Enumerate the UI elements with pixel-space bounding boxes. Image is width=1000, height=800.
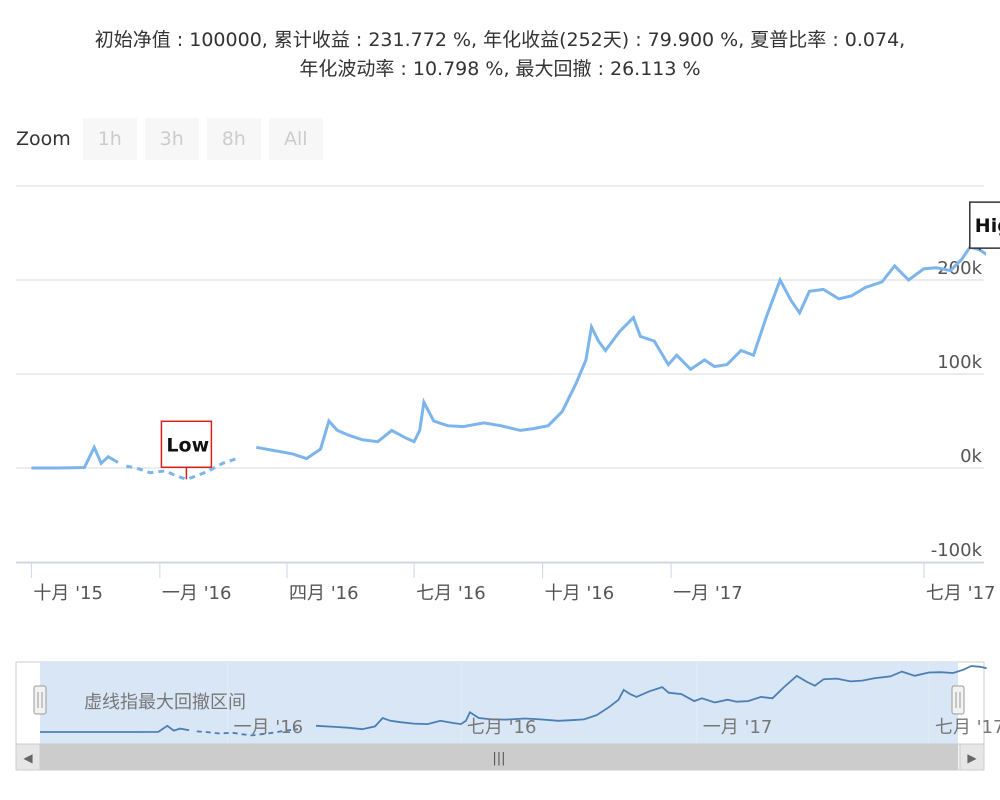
- scrollbar-thumb[interactable]: [40, 744, 958, 770]
- low-flag[interactable]: Low: [160, 420, 213, 480]
- x-tick-label: 一月 '17: [673, 583, 743, 604]
- right-arrow-icon: ▶: [967, 751, 977, 765]
- y-tick-label: 200k: [937, 258, 982, 279]
- navigator-right-handle[interactable]: [951, 685, 965, 715]
- y-tick-label: -100k: [931, 540, 983, 561]
- scrollbar-left-button[interactable]: [15, 743, 41, 771]
- series-line: [31, 443, 119, 470]
- navigator-tick-label: 七月 '17: [935, 717, 1000, 738]
- subtitle-line-1: 初始净值 : 100000, 累计收益 : 231.772 %, 年化收益(25…: [94, 29, 906, 51]
- navigator-tick-label: 一月 '17: [703, 717, 773, 738]
- navigator-tick-label: 一月 '16: [234, 717, 304, 738]
- scrollbar-grip-icon: |||: [492, 751, 505, 766]
- navigator[interactable]: 一月 '16 七月 '16 一月 '17 七月 '17 虚线指最大回撤区间: [15, 661, 1000, 745]
- scrollbar[interactable]: ◀ ▶ |||: [15, 743, 985, 771]
- navigator-ticks: 一月 '16 七月 '16 一月 '17 七月 '17: [234, 717, 1000, 738]
- flags-layer: Low High: [160, 201, 1000, 480]
- scrollbar-right-button[interactable]: [959, 743, 985, 771]
- series-layer: [31, 245, 986, 481]
- x-tick-label: 七月 '16: [416, 583, 486, 604]
- navigator-tick-label: 七月 '16: [467, 717, 537, 738]
- navigator-grid: [227, 662, 930, 744]
- navigator-series: [40, 665, 987, 737]
- y-tick-label: 100k: [937, 352, 982, 373]
- x-tick-label: 十月 '16: [545, 583, 615, 604]
- x-tick-label: 四月 '16: [289, 583, 359, 604]
- x-tick-label: 七月 '17: [926, 583, 996, 604]
- zoom-selector: Zoom 1h 3h 8h All: [16, 118, 323, 160]
- x-axis: 十月 '15 一月 '16 四月 '16 七月 '16 十月 '16 一月 '17 七月 '…: [16, 562, 996, 604]
- x-tick-label: 十月 '15: [33, 583, 103, 604]
- navigator-drawdown-line: [196, 728, 299, 737]
- x-tick-label: 一月 '16: [162, 583, 232, 604]
- y-axis: -100k 0k 100k 200k: [931, 258, 983, 561]
- navigator-line: [40, 724, 190, 733]
- navigator-selection[interactable]: [40, 662, 958, 744]
- navigator-line: [315, 665, 987, 731]
- high-flag[interactable]: High: [969, 201, 1000, 251]
- subtitle-line-2: 年化波动率 : 10.798 %, 最大回撤 : 26.113 %: [299, 58, 701, 80]
- flag-label: Low: [166, 434, 209, 456]
- series-line: [256, 245, 986, 461]
- flag-label: High: [975, 215, 1000, 237]
- zoom-all-button[interactable]: All: [268, 118, 323, 160]
- drawdown-line: [126, 457, 238, 481]
- chart-subtitle: 初始净值 : 100000, 累计收益 : 231.772 %, 年化收益(25…: [0, 26, 1000, 84]
- grid-lines: [16, 185, 984, 563]
- zoom-3h-button[interactable]: 3h: [144, 118, 199, 160]
- navigator-left-handle[interactable]: [33, 685, 47, 715]
- zoom-1h-button[interactable]: 1h: [82, 118, 137, 160]
- zoom-8h-button[interactable]: 8h: [206, 118, 261, 160]
- y-tick-label: 0k: [960, 446, 982, 467]
- zoom-label: Zoom: [16, 128, 71, 150]
- left-arrow-icon: ◀: [23, 751, 33, 765]
- drawdown-annotation: 虚线指最大回撤区间: [84, 692, 246, 713]
